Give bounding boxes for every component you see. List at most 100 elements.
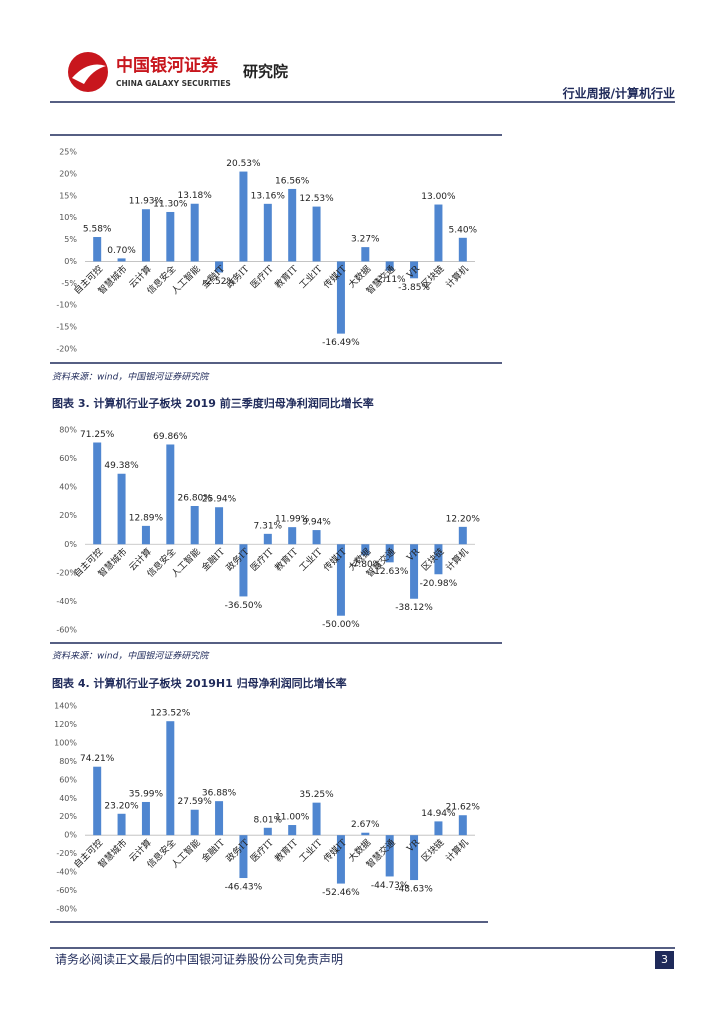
value-label: 25.94% [202,495,237,505]
y-tick-label: -60% [56,886,77,895]
y-tick-label: -40% [56,597,77,606]
y-tick-label: 80% [59,757,77,766]
bar [458,237,467,262]
bar [288,188,297,262]
bar [434,204,443,262]
value-label: 11.00% [275,813,310,823]
value-label: -44.73% [371,881,409,891]
bar [215,261,224,273]
value-label: -2.11% [374,275,406,285]
x-tick-label: 工业IT [297,837,324,864]
x-tick-label: 金融IT [199,837,227,865]
value-label: 35.99% [129,789,164,799]
x-tick-label: 医疗IT [248,263,276,291]
value-label: 20.53% [226,159,261,169]
x-tick-label: 教育IT [272,546,300,574]
bar [141,209,150,262]
logo-swoosh [72,64,106,84]
value-label: 26.80% [178,494,213,504]
value-label: 2.67% [351,820,380,830]
value-label: 0.70% [107,246,136,256]
y-tick-label: -20% [56,568,77,577]
source: 资料来源：wind，中国银河证券研究院 [52,651,210,662]
bar [190,506,199,545]
value-label: 11.99% [275,515,310,525]
value-label: 12.89% [129,513,164,523]
y-tick-label: 0% [64,257,77,266]
bar [166,211,175,262]
bar [263,827,272,836]
y-tick-label: -10% [56,301,77,310]
x-tick-label: 教育IT [272,837,300,865]
y-tick-label: 25% [59,148,77,157]
value-label: 9.94% [302,518,331,528]
x-tick-label: 教育IT [272,263,300,291]
bar [312,206,321,262]
bar [434,544,443,575]
value-label: -46.43% [225,883,263,893]
y-tick-label: 20% [59,511,77,520]
y-tick-label: -20% [56,345,77,354]
bar [93,766,102,836]
bar [410,544,419,599]
y-tick-label: 20% [59,812,77,821]
x-tick-label: 区块链 [419,263,447,291]
value-label: -16.49% [322,338,360,348]
bar [166,444,175,545]
bar [312,530,321,545]
value-label: 123.52% [150,709,190,719]
value-label: 8.01% [254,815,283,825]
value-label: 14.94% [421,809,456,819]
value-label: -20.98% [420,579,458,589]
bar [239,544,248,597]
bar [239,171,248,262]
institute: 研究院 [243,63,288,81]
value-label: -38.12% [395,603,433,613]
source: 资料来源：wind，中国银河证券研究院 [52,372,210,383]
value-label: -7.80% [349,560,381,570]
y-tick-label: 60% [59,454,77,463]
value-label: 49.38% [104,461,139,471]
x-tick-label: 计算机 [443,263,471,291]
bar [190,809,199,836]
chart-title: 图表 3. 计算机行业子板块 2019 前三季度归母净利润同比增长率 [52,396,374,410]
value-label: 13.00% [421,192,456,202]
value-label: 7.31% [254,521,283,531]
y-tick-label: -40% [56,868,77,877]
y-tick-label: 40% [59,483,77,492]
bar [117,473,126,545]
value-label: 11.93% [129,197,164,207]
y-tick-label: -20% [56,849,77,858]
bar [385,261,394,271]
company-en: CHINA GALAXY SECURITIES [116,79,231,88]
value-label: 21.62% [446,803,481,813]
value-label: 36.88% [202,789,237,799]
bar [288,527,297,545]
y-tick-label: 100% [54,738,77,747]
y-tick-label: -80% [56,905,77,914]
bar [458,815,467,836]
bar [458,526,467,545]
bar [361,544,370,556]
x-tick-label: VR [405,838,422,855]
value-label: 12.20% [446,514,481,524]
y-tick-label: 80% [59,426,77,435]
bar [410,261,419,279]
bar [410,835,419,881]
page-box [655,951,674,969]
y-tick-label: 40% [59,794,77,803]
value-label: -48.63% [395,885,433,895]
x-tick-label: 工业IT [297,264,324,291]
value-label: -36.50% [225,601,263,611]
x-tick-label: 金融IT [199,546,227,574]
bar [239,835,248,879]
bar [93,442,102,545]
value-label: 69.86% [153,432,188,442]
value-label: -3.85% [398,283,430,293]
company: 中国银河证券 [116,55,219,76]
value-label: 3.27% [351,235,380,245]
section: 行业周报/计算机行业 [562,86,675,101]
x-tick-label: VR [405,547,422,564]
bar [312,802,321,836]
